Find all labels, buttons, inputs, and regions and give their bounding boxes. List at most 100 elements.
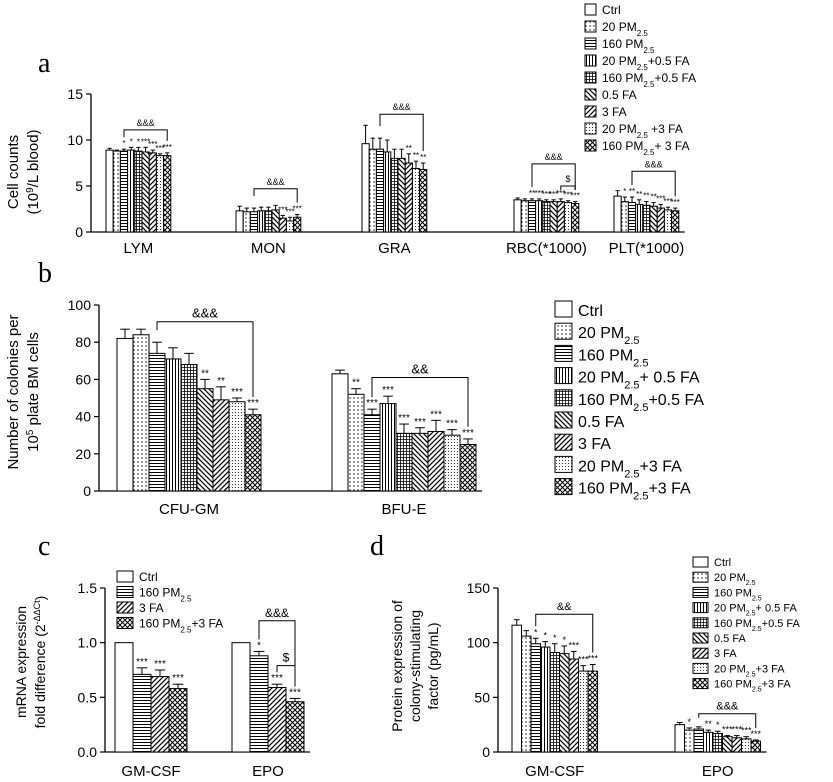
legend-swatch-d: [692, 678, 709, 690]
legend-label-a: 160 PM2.5+0.5 FA: [602, 71, 696, 89]
significance-label-a: ***: [163, 143, 172, 152]
significance-label-d: *: [716, 720, 720, 730]
bar-c: [249, 655, 269, 753]
significance-label-a: **: [629, 187, 635, 196]
bar-c: [150, 676, 170, 753]
legend-label-d: 20 PM2.5+ 0.5 FA: [714, 603, 797, 618]
bar-d: [559, 653, 570, 753]
legend-swatch-a: [584, 3, 597, 16]
legend-swatch-d: [692, 586, 709, 598]
bar-a: [620, 201, 629, 233]
legend-swatch-b: [554, 322, 573, 340]
significance-label-b: ***: [366, 398, 378, 409]
significance-label-b: ***: [462, 428, 474, 439]
significance-label-a: ***: [148, 140, 157, 149]
legend-label-d: 0.5 FA: [714, 633, 746, 645]
bar-a: [404, 162, 413, 233]
bar-d: [750, 740, 761, 753]
bar-b: [164, 358, 182, 492]
significance-label-a: ***: [556, 189, 565, 198]
y-tick-label-a: 0: [75, 224, 83, 240]
significance-bracket-a: [379, 113, 424, 151]
significance-label-b: ***: [382, 385, 394, 396]
significance-label-a: ***: [293, 205, 302, 214]
legend-swatch-d: [692, 602, 709, 614]
bar-a: [520, 200, 529, 233]
bar-a: [397, 157, 406, 233]
legend-swatch-b: [554, 478, 573, 496]
y-axis-label-a-line1: Cell counts: [5, 135, 22, 209]
bar-d: [568, 658, 579, 753]
bar-a: [571, 202, 580, 233]
x-tick-label-b: BFU-E: [382, 501, 427, 518]
significance-label-a: **: [643, 192, 649, 201]
legend-swatch-c: [116, 617, 134, 629]
legend-swatch-c: [116, 586, 134, 598]
x-tick-label-a: GRA: [378, 240, 411, 257]
y-tick-label-b: 100: [68, 297, 92, 313]
significance-label-a: ***: [663, 197, 672, 206]
significance-label-a: **: [650, 193, 656, 202]
significance-label-b: ***: [247, 398, 259, 409]
legend-label-a: 160 PM2.5: [602, 37, 655, 55]
bar-a: [613, 195, 622, 233]
legend-swatch-c: [116, 570, 134, 583]
y-tick-label-b: 80: [75, 334, 91, 350]
bar-b: [180, 364, 198, 492]
x-tick-label-a: PLT(*1000): [609, 240, 685, 257]
bar-c: [267, 686, 287, 753]
legend-swatch-a: [584, 54, 597, 67]
legend-swatch-a: [584, 88, 597, 101]
x-tick-label-a: LYM: [124, 240, 154, 257]
y-tick-label-a: 5: [75, 178, 83, 194]
legend-label-b: 20 PM2.5+ 0.5 FA: [578, 370, 700, 392]
bracket-label-b: &&: [411, 362, 429, 377]
bar-a: [235, 210, 244, 233]
y-tick-label-c: 0.5: [78, 689, 98, 705]
x-tick-label-d: EPO: [702, 763, 734, 780]
significance-label-c: *: [257, 640, 261, 651]
y-tick-label-a: 15: [67, 86, 83, 102]
bar-a: [671, 210, 680, 233]
significance-label-d: *: [562, 635, 566, 645]
legend-label-d: 160 PM2.5+0.5 FA: [714, 618, 801, 633]
bar-c: [285, 701, 305, 753]
legend-swatch-d: [692, 571, 709, 583]
y-tick-label-b: 20: [75, 446, 91, 462]
y-tick-label-d: 50: [474, 689, 490, 705]
bar-a: [264, 210, 273, 233]
bar-d: [722, 736, 733, 753]
bar-c: [132, 673, 152, 753]
bar-b: [379, 403, 397, 492]
significance-bracket-c: [276, 665, 296, 687]
bar-c: [231, 642, 251, 753]
legend-swatch-a: [584, 139, 597, 152]
significance-label-a: ***: [535, 189, 544, 198]
y-tick-label-a: 10: [67, 132, 83, 148]
bar-b: [347, 393, 365, 492]
legend-label-d: Ctrl: [714, 557, 731, 569]
bar-a: [361, 143, 370, 233]
y-axis-label-d-line1: Protein expression of: [389, 600, 405, 732]
bar-d: [587, 670, 598, 753]
bar-d: [703, 731, 714, 753]
significance-label-d: *: [534, 627, 538, 637]
legend-label-d: 160 PM2.5+3 FA: [714, 679, 791, 694]
y-tick-label-d: 0: [482, 744, 490, 760]
legend-label-c: 160 PM2.5+3 FA: [139, 617, 223, 635]
significance-label-a: ***: [571, 192, 580, 201]
legend-label-b: Ctrl: [578, 303, 603, 320]
bar-a: [257, 210, 266, 233]
bar-d: [530, 643, 541, 753]
significance-label-d: ***: [568, 640, 579, 650]
bar-a: [285, 220, 295, 233]
bar-a: [368, 148, 377, 233]
legend-label-a: 3 FA: [602, 105, 627, 119]
significance-label-a: *: [122, 139, 125, 148]
bar-a: [527, 200, 537, 233]
bar-a: [141, 151, 150, 233]
legend-swatch-a: [584, 71, 597, 84]
bar-b: [331, 373, 349, 492]
